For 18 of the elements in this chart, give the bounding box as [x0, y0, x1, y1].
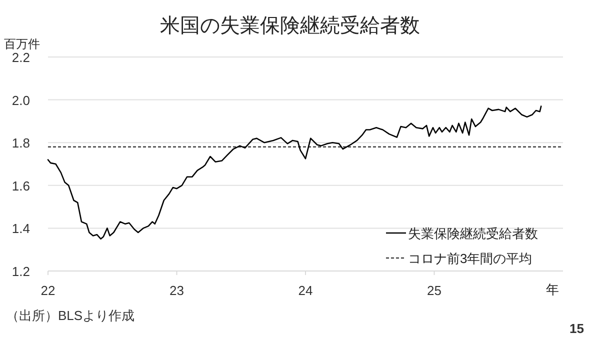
x-tick-label: 24: [298, 283, 313, 298]
y-tick-label: 2.0: [12, 92, 30, 108]
y-tick-label: 1.2: [12, 264, 30, 279]
y-tick-label: 1.8: [12, 136, 30, 151]
x-tick-label: 23: [170, 283, 184, 298]
x-tick-label: 25: [427, 283, 442, 298]
y-axis-title: 百万件: [4, 37, 40, 51]
text: （出所）BLSより作成: [6, 308, 135, 323]
y-tick-label: 1.6: [12, 178, 30, 194]
x-tick-label: 22: [40, 283, 56, 298]
text: 15: [570, 321, 584, 336]
legend-label: コロナ前3年間の平均: [408, 251, 532, 266]
chart-title: 米国の失業保険継続受給者数: [160, 15, 420, 37]
legend-label: 失業保険継続受給者数: [408, 226, 538, 241]
y-tick-label: 1.4: [12, 221, 30, 236]
y-tick-label: 2.2: [12, 50, 30, 65]
line-series: [47, 106, 542, 240]
x-axis-title: 年: [546, 282, 559, 297]
